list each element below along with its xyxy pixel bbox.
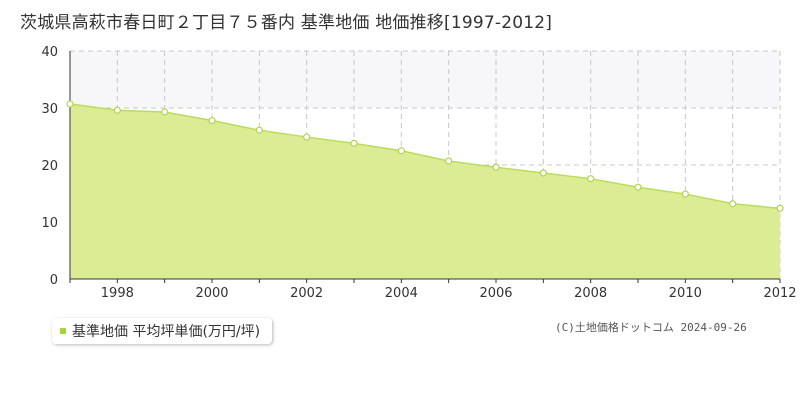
plot-band <box>70 51 780 108</box>
x-tick-label: 1998 <box>101 286 134 301</box>
series-area <box>70 104 780 279</box>
chart-title: 茨城県高萩市春日町２丁目７５番内 基準地価 地価推移[1997-2012] <box>20 13 553 33</box>
data-point <box>397 147 405 155</box>
data-point <box>350 139 358 147</box>
data-point <box>492 163 500 171</box>
x-tick-label: 2006 <box>479 286 512 301</box>
data-point <box>303 133 311 141</box>
x-tick-label: 2008 <box>574 286 607 301</box>
data-point <box>208 116 216 125</box>
y-tick-label: 0 <box>50 273 58 288</box>
y-tick-label: 20 <box>41 159 58 174</box>
legend-label: 基準地価 平均坪単価(万円/坪) <box>72 324 261 340</box>
data-point <box>66 100 74 108</box>
data-point <box>445 157 453 165</box>
data-point <box>587 175 595 183</box>
data-point <box>729 200 737 208</box>
x-tick-label: 2010 <box>669 286 702 301</box>
y-tick-label: 40 <box>41 45 58 60</box>
x-tick-label: 2012 <box>763 286 796 301</box>
x-tick-label: 2000 <box>195 286 228 301</box>
data-point <box>681 190 689 198</box>
x-tick-label: 2004 <box>385 286 418 301</box>
legend-swatch <box>60 328 66 334</box>
legend: 基準地価 平均坪単価(万円/坪) <box>52 318 273 344</box>
data-point <box>634 183 642 191</box>
data-point <box>161 108 169 116</box>
data-point <box>113 106 121 114</box>
series-line <box>69 103 781 210</box>
data-point <box>539 169 547 177</box>
credit-text: (C)土地価格ドットコム 2024-09-26 <box>555 321 747 334</box>
data-point <box>776 204 784 212</box>
data-point <box>255 126 263 134</box>
y-tick-label: 30 <box>41 102 58 117</box>
y-tick-label: 10 <box>41 216 58 231</box>
x-tick-label: 2002 <box>290 286 323 301</box>
